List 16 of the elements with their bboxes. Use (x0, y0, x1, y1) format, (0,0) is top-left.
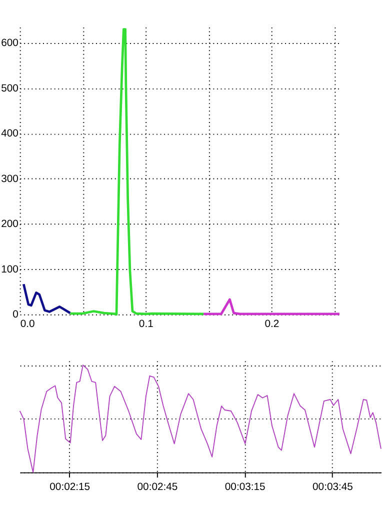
x-tick-label: 0.1 (138, 319, 154, 330)
x-tick-label: 00:02:45 (137, 482, 178, 493)
y-tick-label: 0 (12, 310, 19, 321)
y-tick-label: 200 (1, 219, 19, 230)
line-series (22, 282, 72, 314)
x-tick-label: 00:03:45 (312, 482, 354, 493)
x-tick-label: 00:03:15 (224, 482, 266, 493)
y-tick-label: 100 (1, 264, 19, 276)
x-tick-label: 0.2 (264, 319, 280, 330)
y-tick-label: 600 (1, 38, 19, 50)
y-tick-label: 500 (1, 83, 19, 94)
x-tick-label: 00:02:15 (50, 482, 90, 493)
x-tick-label: 0.0 (20, 319, 35, 330)
y-tick-label: 400 (1, 128, 19, 140)
y-tick-label: 300 (1, 174, 19, 185)
line-series (69, 28, 205, 316)
